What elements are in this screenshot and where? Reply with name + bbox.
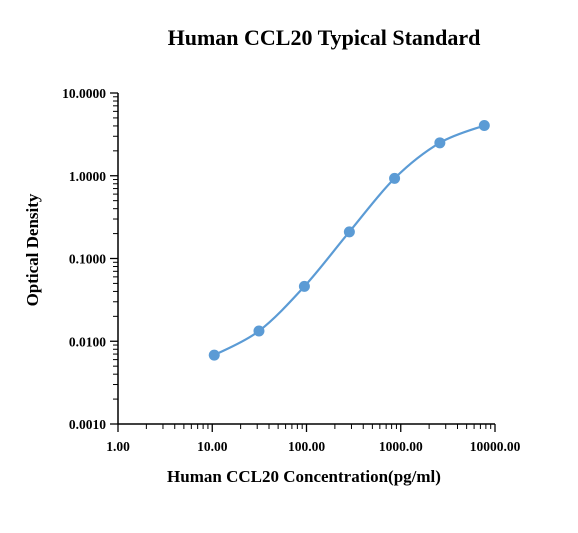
y-tick-label: 0.0010	[69, 417, 106, 432]
x-tick-label: 100.00	[288, 439, 325, 454]
y-tick-label: 0.0100	[69, 334, 106, 349]
chart-title: Human CCL20 Typical Standard	[168, 25, 481, 50]
x-tick-label: 10000.00	[470, 439, 521, 454]
data-point	[209, 350, 220, 361]
data-point	[479, 120, 490, 131]
y-tick-label: 0.1000	[69, 252, 106, 267]
data-point	[434, 137, 445, 148]
series-layer	[209, 120, 490, 361]
data-point	[299, 281, 310, 292]
x-tick-label: 1.00	[106, 439, 130, 454]
x-tick-label: 10.00	[197, 439, 228, 454]
fit-curve	[214, 125, 484, 355]
y-axis-label: Optical Density	[23, 193, 42, 306]
y-tick-label: 1.0000	[69, 169, 106, 184]
y-tick-label: 10.0000	[62, 86, 106, 101]
data-point	[389, 173, 400, 184]
data-point	[344, 226, 355, 237]
data-point	[253, 326, 264, 337]
x-axis-label: Human CCL20 Concentration(pg/ml)	[167, 467, 441, 486]
x-tick-label: 1000.00	[379, 439, 423, 454]
axes: 1.00 10.00 100.00 1000.00 10000.00 0.0010 0.01…	[62, 86, 520, 454]
